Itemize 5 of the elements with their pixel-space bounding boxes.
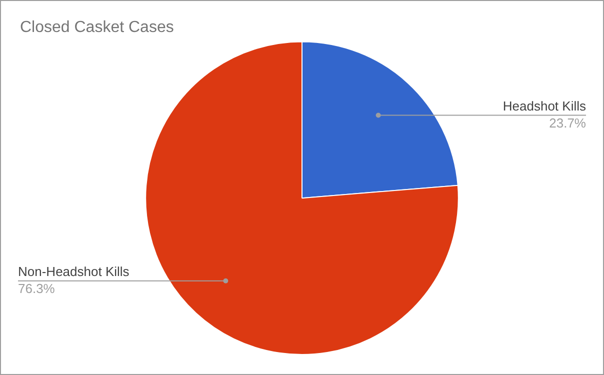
chart-title: Closed Casket Cases <box>20 19 174 36</box>
data-label: 23.7% <box>549 115 586 130</box>
slice-label: Non-Headshot Kills <box>18 264 130 279</box>
slice-label: Headshot Kills <box>502 98 586 114</box>
data-label: 76.3% <box>18 280 56 296</box>
